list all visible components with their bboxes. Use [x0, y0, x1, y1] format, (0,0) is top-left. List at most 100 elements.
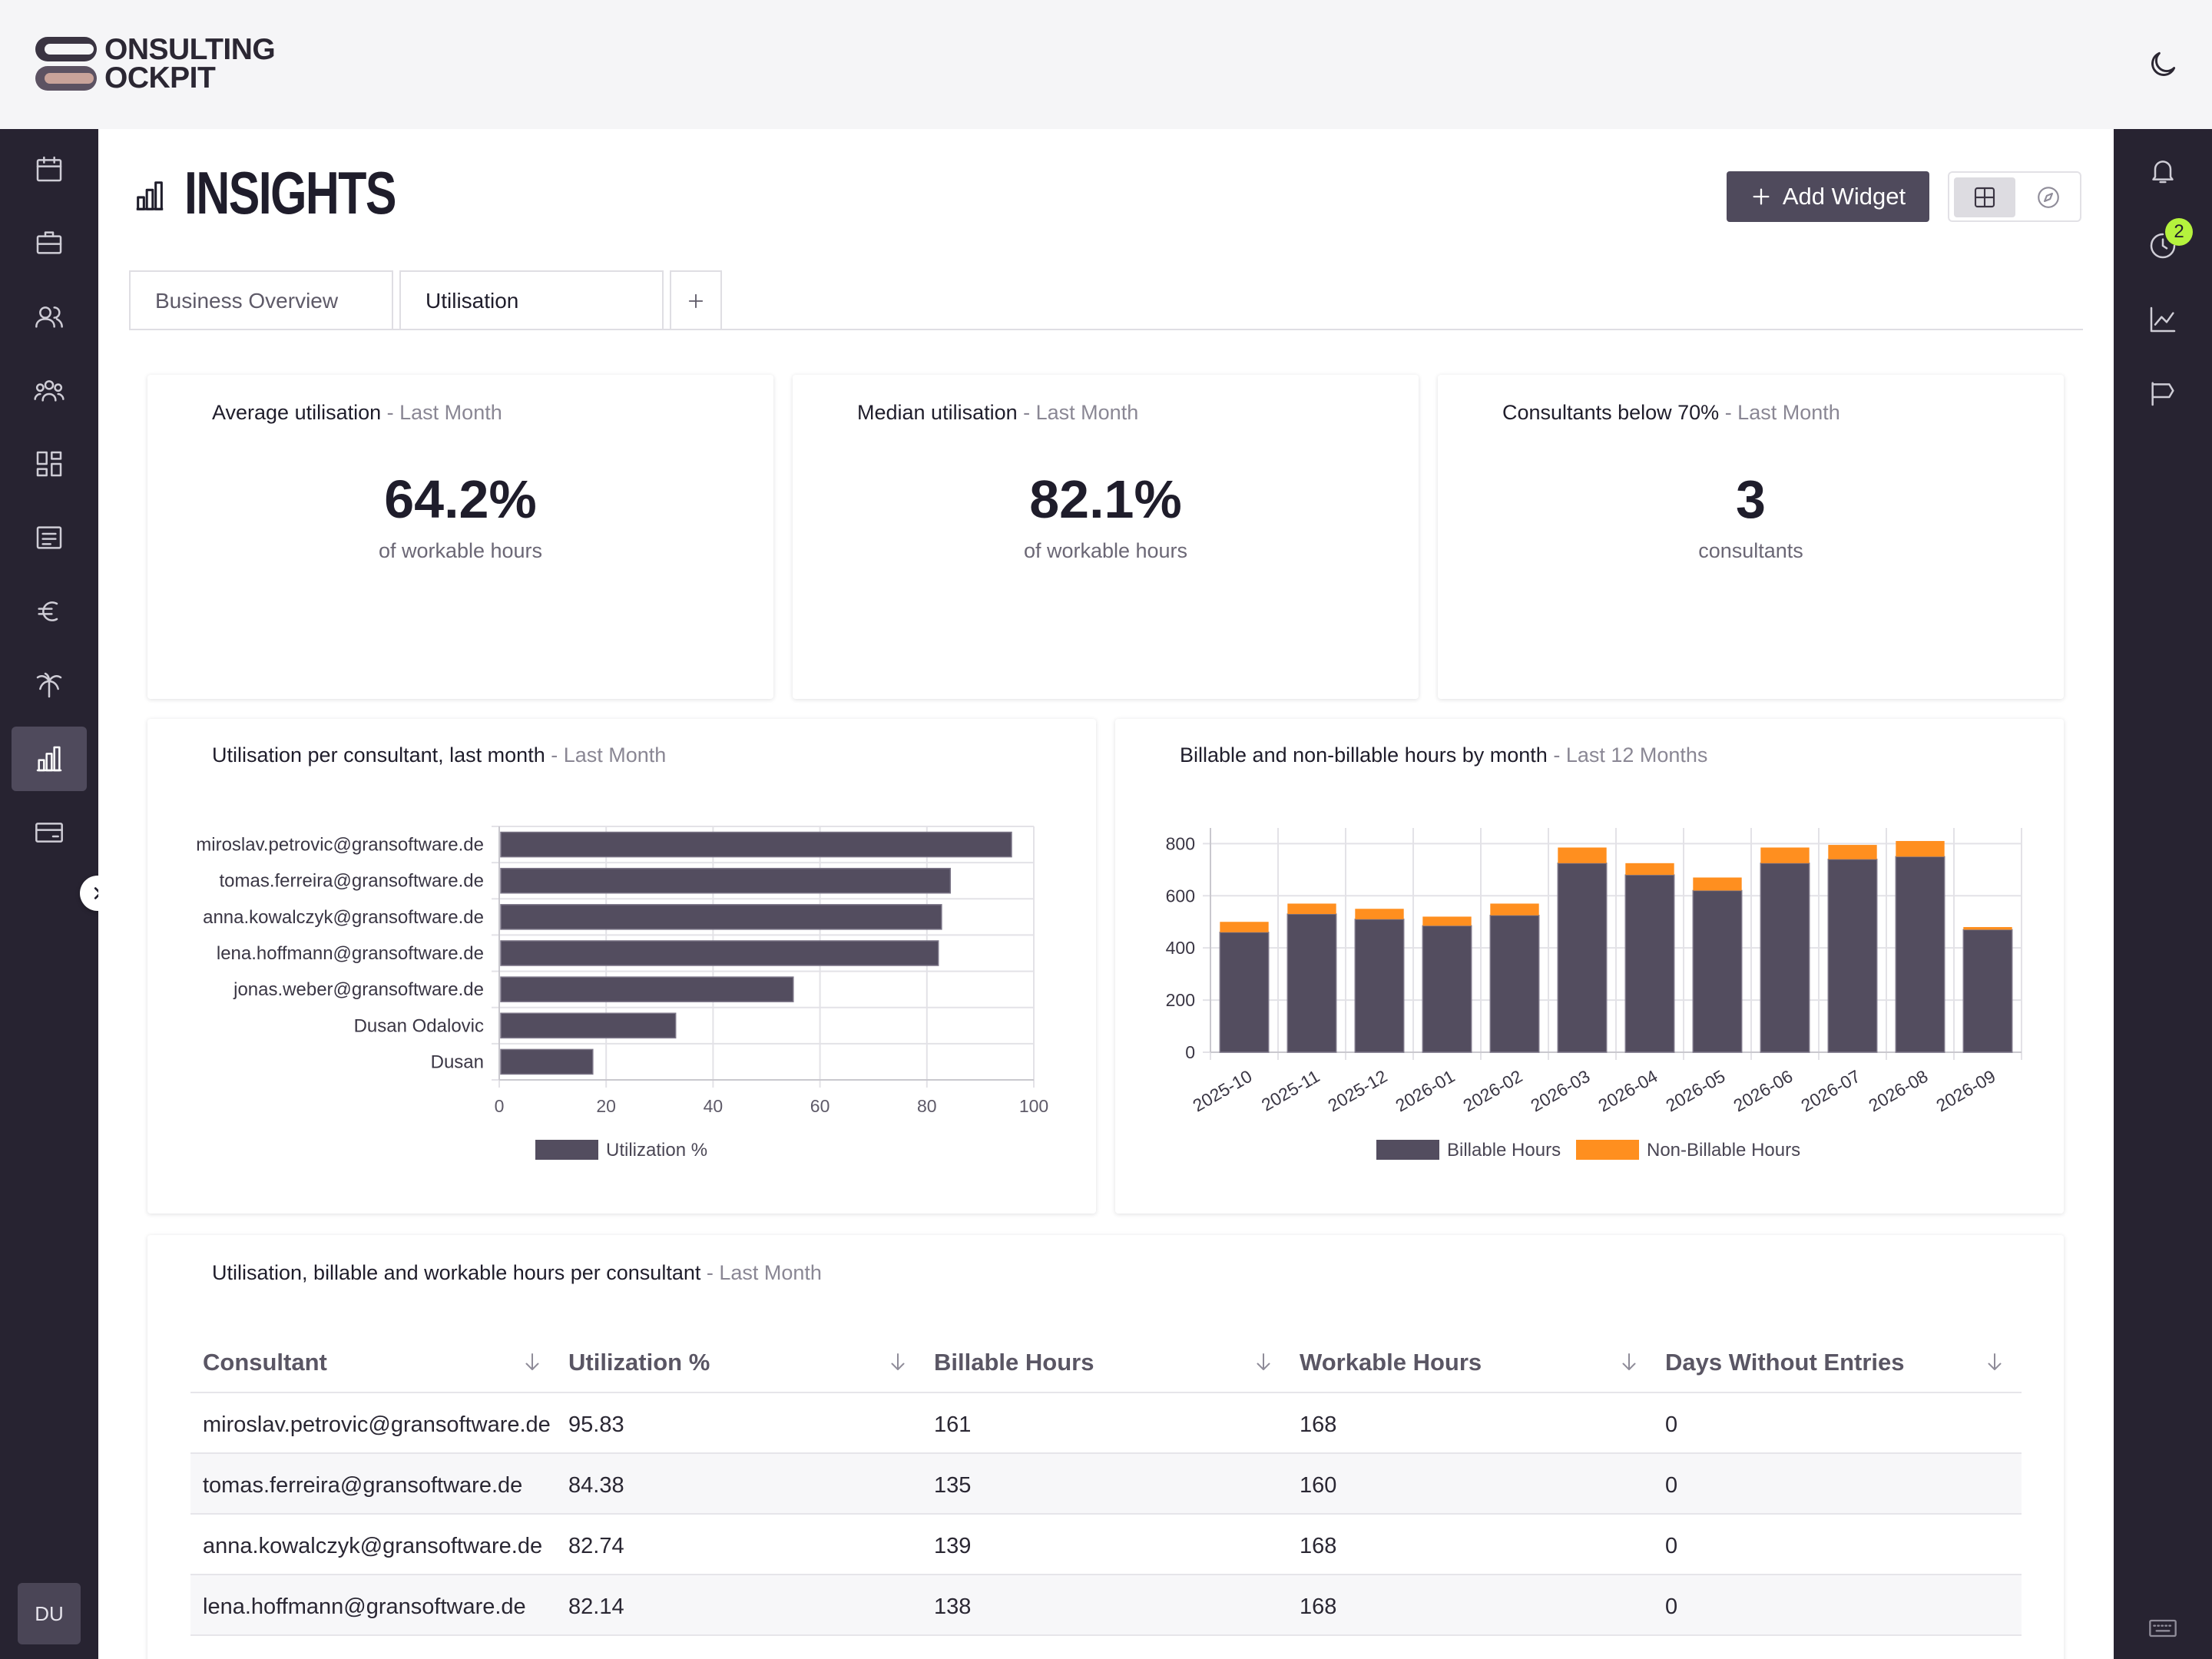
x-tick-label: 2026-01: [1392, 1066, 1458, 1116]
notification-badge: 2: [2165, 218, 2193, 246]
card-period: - Last 12 Months: [1553, 743, 1708, 767]
bar-billable: [1286, 913, 1337, 1053]
kpi-unit: of workable hours: [1023, 539, 1188, 562]
explore-view-button[interactable]: [2018, 177, 2078, 217]
sort-arrow-icon[interactable]: [886, 1350, 909, 1373]
x-tick-label: 20: [596, 1096, 616, 1116]
column-header-consultant[interactable]: Consultant: [203, 1349, 327, 1376]
add-widget-button[interactable]: Add Widget: [1727, 171, 1929, 222]
y-tick-label: 600: [1166, 886, 1195, 906]
y-tick-label: Dusan Odalovic: [354, 1015, 484, 1036]
bar-non-billable: [1693, 877, 1742, 891]
bar-non-billable: [1625, 863, 1674, 876]
sidebar-item-calendar[interactable]: [12, 137, 87, 201]
bell-icon[interactable]: [2144, 152, 2181, 189]
moon-icon[interactable]: [2146, 48, 2180, 81]
card-period: - Last Month: [386, 401, 502, 424]
bar-billable: [1827, 858, 1878, 1053]
kpi-unit: of workable hours: [378, 539, 543, 562]
bar-non-billable: [1896, 840, 1945, 857]
column-header-days-without[interactable]: Days Without Entries: [1665, 1349, 1905, 1376]
bar: [500, 904, 942, 930]
tab-utilisation[interactable]: Utilisation: [399, 270, 664, 330]
sidebar-item-euro[interactable]: [12, 579, 87, 644]
plus-icon: [1753, 188, 1770, 205]
card-title-text: Consultants below 70%: [1502, 401, 1720, 424]
card-title-text: Utilisation per consultant, last month: [212, 743, 545, 767]
right-sidebar: [2114, 129, 2212, 1659]
board-icon: [34, 449, 65, 479]
sidebar-item-bar-chart[interactable]: [12, 727, 87, 791]
y-tick-label: Dusan: [431, 1051, 484, 1072]
cell-days-without: 0: [1665, 1534, 1678, 1558]
table-row[interactable]: miroslav.petrovic@gransoftware.de 95.83 …: [190, 1393, 2022, 1454]
app-logo[interactable]: ONSULTING OCKPIT: [34, 35, 276, 94]
tab-business-overview[interactable]: Business Overview: [129, 270, 393, 330]
card-title-text: Median utilisation: [857, 401, 1018, 424]
sort-arrow-icon[interactable]: [1983, 1350, 2006, 1373]
credit-card-icon: [34, 817, 65, 848]
progress-icon[interactable]: [2144, 227, 2181, 264]
avatar[interactable]: DU: [18, 1583, 81, 1644]
bar-billable: [1354, 919, 1405, 1053]
sort-arrow-icon[interactable]: [1252, 1350, 1275, 1373]
logo-mark-icon: [35, 37, 97, 91]
cell-utilization: 82.74: [568, 1534, 624, 1558]
table-row[interactable]: anna.kowalczyk@gransoftware.de 82.74 139…: [190, 1515, 2022, 1575]
keyboard-icon[interactable]: [2144, 1610, 2181, 1647]
card-title: Billable and non-billable hours by month…: [1180, 743, 1707, 767]
chart-card-hours: Billable and non-billable hours by month…: [1115, 719, 2064, 1214]
line-chart-icon[interactable]: [2144, 301, 2181, 338]
column-header-utilization[interactable]: Utilization %: [568, 1349, 710, 1376]
column-header-workable[interactable]: Workable Hours: [1300, 1349, 1482, 1376]
bar-non-billable: [1220, 922, 1269, 932]
sidebar-item-team[interactable]: [12, 358, 87, 422]
bar-non-billable: [1760, 847, 1810, 863]
add-tab-button[interactable]: [670, 270, 722, 330]
bar: [500, 1048, 594, 1075]
y-tick-label: tomas.ferreira@gransoftware.de: [219, 871, 484, 892]
x-tick-label: 60: [810, 1096, 830, 1116]
kpi-unit: consultants: [1698, 539, 1803, 562]
kpi-value: 82.1%: [1029, 469, 1182, 529]
cell-billable: 139: [934, 1534, 972, 1558]
tab-label: Utilisation: [426, 289, 519, 313]
bar-non-billable: [1355, 909, 1404, 919]
table-row[interactable]: tomas.ferreira@gransoftware.de 84.38 135…: [190, 1454, 2022, 1515]
grid-view-button[interactable]: [1954, 177, 2015, 217]
sort-arrow-icon[interactable]: [521, 1350, 544, 1373]
table-row[interactable]: lena.hoffmann@gransoftware.de 82.14 138 …: [190, 1575, 2022, 1636]
legend-label: Utilization %: [606, 1140, 707, 1161]
sidebar-item-credit-card[interactable]: [12, 800, 87, 865]
card-title: Average utilisation - Last Month: [212, 401, 502, 425]
column-header-billable[interactable]: Billable Hours: [934, 1349, 1094, 1376]
kpi-value: 64.2%: [384, 469, 537, 529]
x-tick-label: 2025-10: [1189, 1066, 1255, 1116]
add-widget-label: Add Widget: [1782, 183, 1906, 210]
card-title-text: Average utilisation: [212, 401, 382, 424]
sidebar-item-palm-tree[interactable]: [12, 653, 87, 717]
card-title: Utilisation per consultant, last month -…: [212, 743, 666, 767]
x-tick-label: 2025-12: [1324, 1066, 1390, 1116]
cell-workable: 168: [1300, 1412, 1337, 1437]
sidebar-item-board[interactable]: [12, 432, 87, 496]
euro-icon: [34, 596, 65, 627]
sidebar-item-users[interactable]: [12, 284, 87, 349]
legend-label: Non-Billable Hours: [1647, 1140, 1800, 1161]
megaphone-icon[interactable]: [2144, 375, 2181, 412]
calendar-icon: [34, 154, 65, 184]
legend-swatch: [535, 1140, 598, 1160]
bar: [500, 1012, 677, 1039]
sort-arrow-icon[interactable]: [1618, 1350, 1641, 1373]
y-tick-label: jonas.weber@gransoftware.de: [233, 979, 484, 1000]
x-tick-label: 80: [917, 1096, 937, 1116]
y-tick-label: miroslav.petrovic@gransoftware.de: [196, 835, 484, 856]
y-tick-label: anna.kowalczyk@gransoftware.de: [203, 907, 484, 928]
cell-days-without: 0: [1665, 1473, 1678, 1498]
y-tick-label: 200: [1166, 990, 1195, 1010]
logo-line-2: OCKPIT: [104, 61, 216, 94]
sidebar-item-notes[interactable]: [12, 505, 87, 570]
card-title: Utilisation, billable and workable hours…: [212, 1261, 822, 1285]
bar-non-billable: [1490, 903, 1539, 916]
sidebar-item-briefcase[interactable]: [12, 210, 87, 275]
